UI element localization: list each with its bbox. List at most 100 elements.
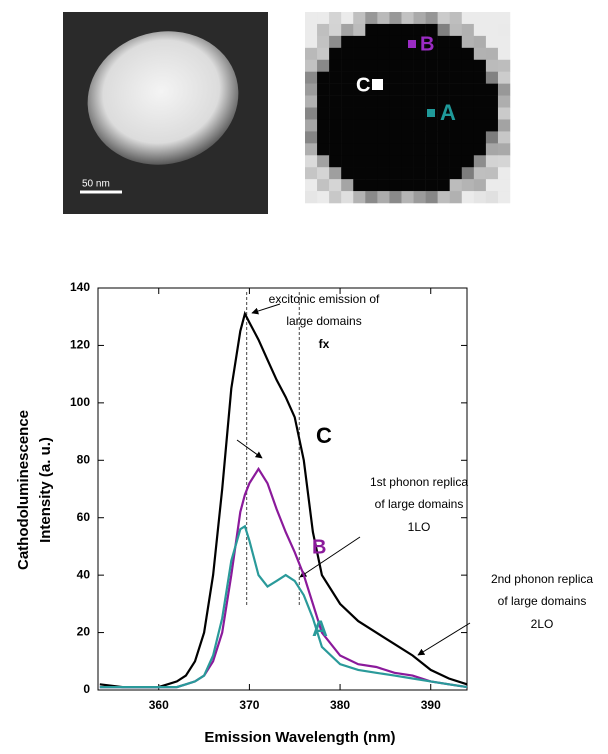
pixel [461,23,475,37]
pixel [365,119,378,132]
point-marker [427,109,435,117]
series-line [99,524,468,689]
pixel [461,59,475,72]
pixel [389,59,402,72]
pixel [497,47,511,61]
pixel [389,179,402,192]
pixel [437,59,450,72]
pixel [353,143,366,156]
pixel [353,107,366,120]
pixel [425,131,438,144]
pixel [437,167,450,180]
pixel [413,95,426,108]
pixel [485,179,499,192]
pixel [353,35,366,49]
pixel [473,83,487,96]
pixel [461,167,475,180]
pixel [425,167,438,180]
x-tick-label: 380 [330,698,350,712]
pixel [485,71,499,84]
pixel [305,71,318,84]
pixel [353,23,366,37]
scale-label: 50 nm [82,179,110,190]
pixel [401,179,414,192]
pixel [461,12,475,25]
series-line [99,310,468,689]
x-tick-label: 390 [421,698,441,712]
pixel [329,35,342,49]
pixel [401,119,414,132]
annotation: large domains [286,314,361,328]
pixel [341,131,354,144]
pixel [305,47,318,61]
point-marker [372,79,383,90]
particle [87,31,239,165]
pixel [461,47,475,61]
pixel [437,143,450,156]
pixel [485,167,499,180]
pixel [449,47,463,61]
pixel [485,47,499,61]
arrow [236,439,263,459]
pixel [473,23,487,37]
pixel [389,12,402,25]
y-tick-label: 60 [77,510,91,524]
pixel [425,12,438,25]
pixel [413,131,426,144]
pixel [353,71,366,84]
pixel [389,191,402,204]
pixel [365,107,378,120]
pixel [329,119,342,132]
pixel [449,179,463,192]
pixel [401,71,414,84]
arrow [299,536,361,578]
pixel [473,155,487,168]
pixel [365,23,378,37]
pixel [413,119,426,132]
pixel [485,95,499,108]
pixel [461,131,475,144]
pixel [497,167,511,180]
pixel [317,167,330,180]
pixel [473,179,487,192]
pixel [341,71,354,84]
pixel [497,71,511,84]
annotation: 1LO [408,520,431,534]
pixel [473,35,487,49]
pixel [377,179,390,192]
pixel [473,12,487,25]
pixel [413,167,426,180]
pixel [341,12,354,25]
annotation: fx [319,337,330,351]
pixel [389,35,402,49]
annotation: of large domains [375,497,464,511]
pixel [401,131,414,144]
stem-image: 50 nm [63,12,268,214]
pixel [329,167,342,180]
x-axis-label: Emission Wavelength (nm) [204,729,395,746]
pixel [389,167,402,180]
chart: Emission Wavelength (nm) Cathodoluminesc… [15,280,593,746]
pixel [497,35,511,49]
pixel [305,131,318,144]
y-tick-label: 0 [83,682,90,696]
pixel [317,23,330,37]
x-tick-label: 370 [239,698,259,712]
pixel [473,107,487,120]
pixel [449,23,463,37]
series-label: C [316,423,332,448]
pixel [473,143,487,156]
pixel [317,107,330,120]
pixel [317,119,330,132]
pixel [317,59,330,72]
pixel [425,179,438,192]
pixel [413,143,426,156]
y-tick-label: 120 [70,338,90,352]
pixel [449,167,463,180]
pixel [425,119,438,132]
pixel [473,167,487,180]
pixel [413,191,426,204]
y-tick-label: 20 [77,625,91,639]
pixel [461,83,475,96]
annotation: of large domains [498,594,587,608]
